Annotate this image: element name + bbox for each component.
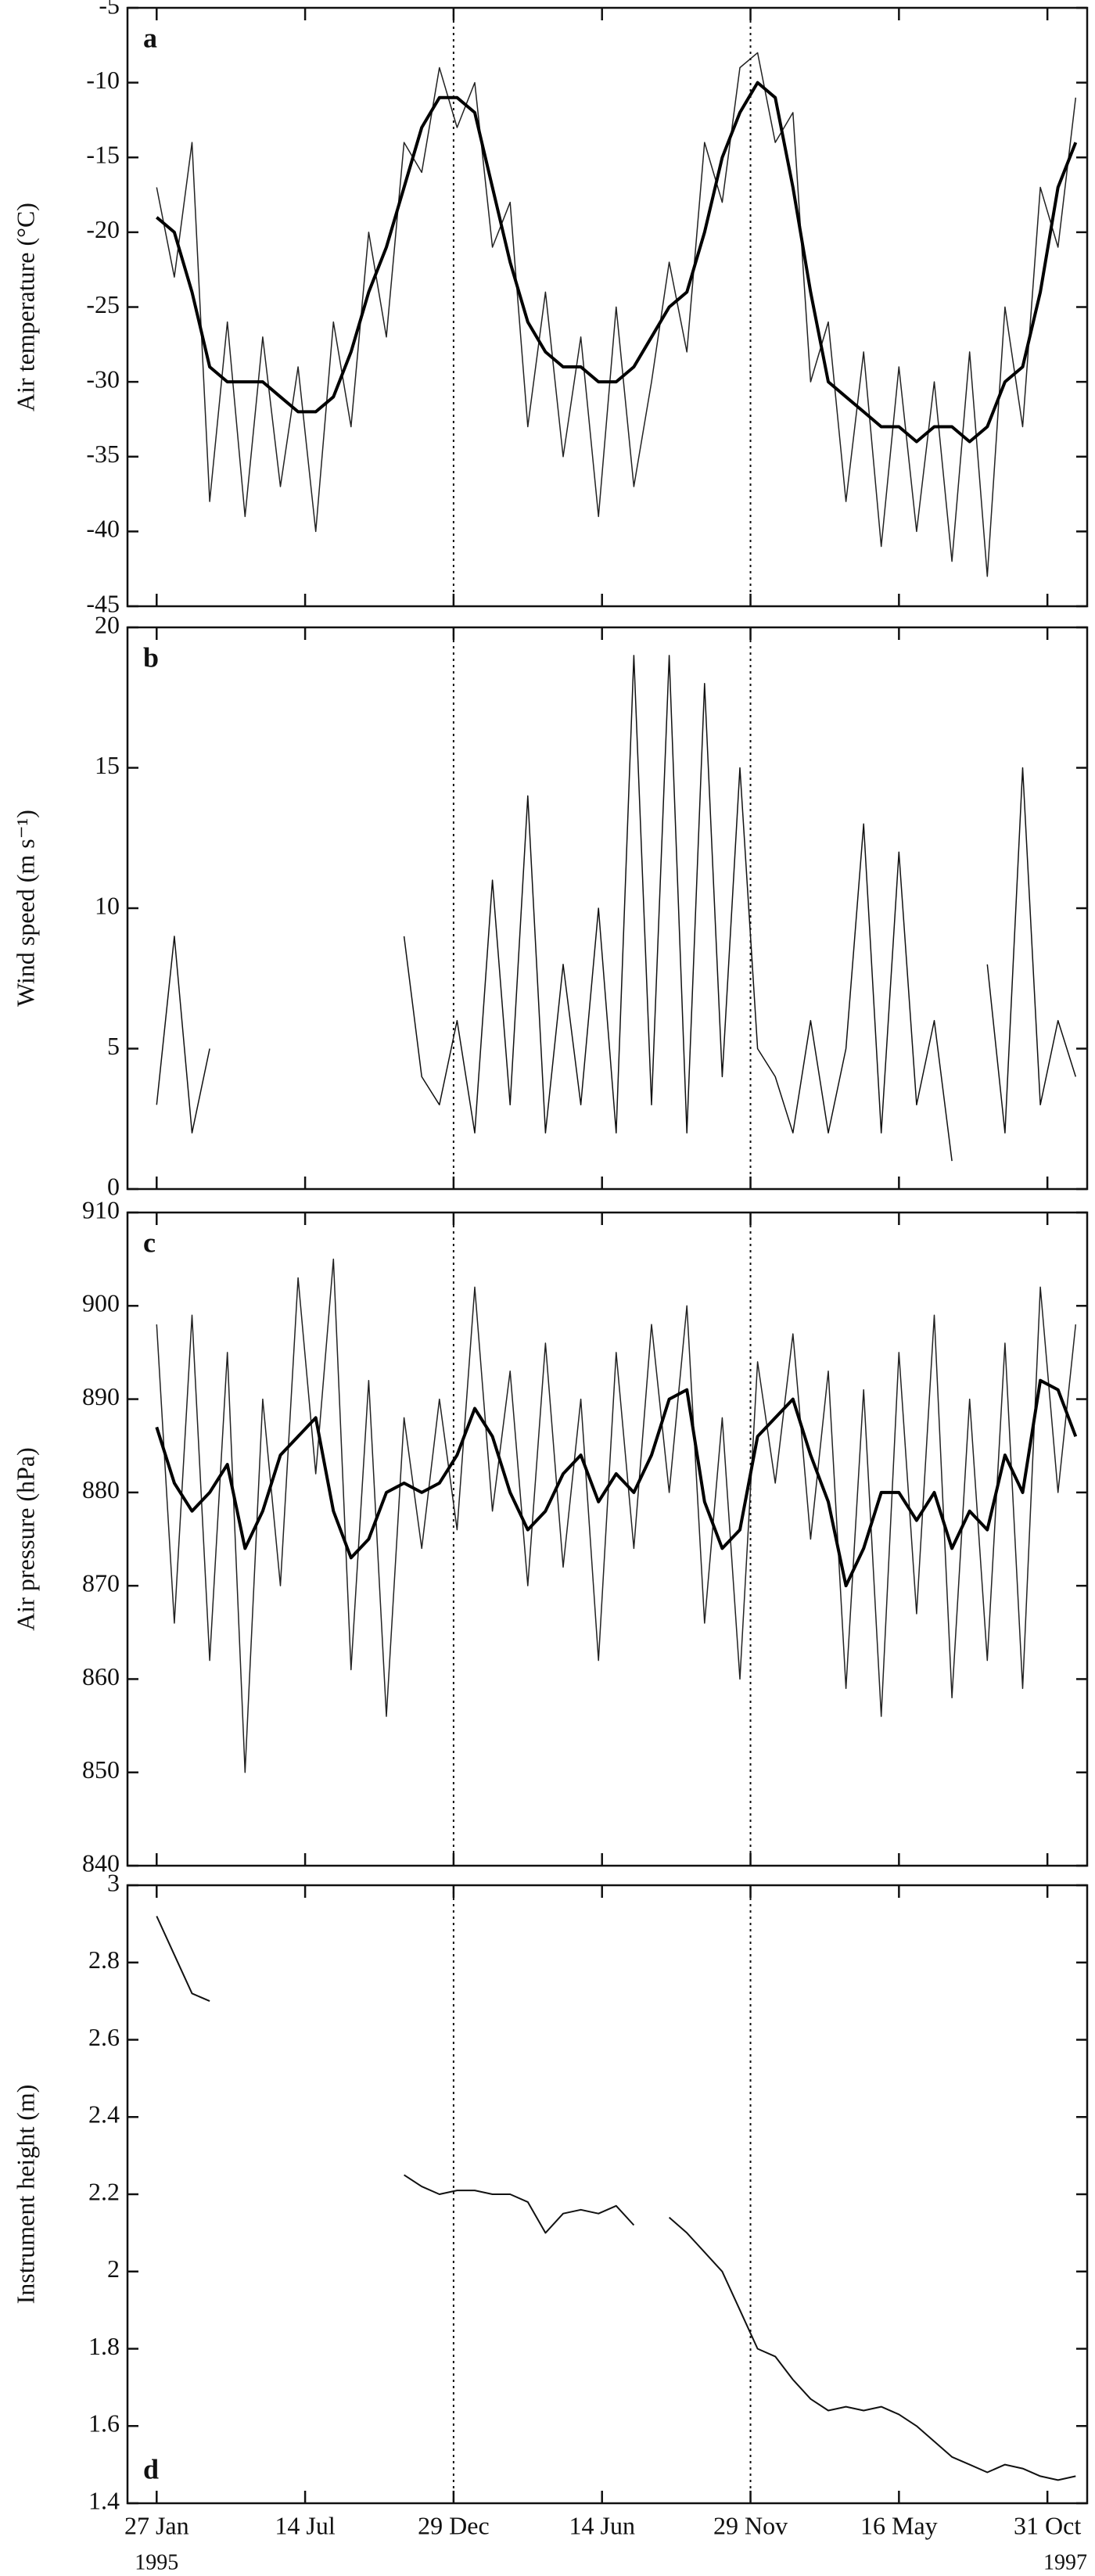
plot-frame [126,1211,1089,1867]
y-tick-label: 910 [82,1195,120,1223]
y-tick-label: -5 [99,0,120,19]
y-tick-label: 15 [95,751,120,779]
data-line [155,1378,1078,1588]
y-tick-label: -15 [86,141,120,169]
x-tick-label: 14 Jul [275,2511,335,2539]
y-tick-label: 860 [82,1662,120,1690]
panel-label: c [143,1227,156,1258]
y-tick-label: -30 [86,365,120,393]
y-axis-label: Air pressure (hPa) [11,1447,39,1631]
panel-label: a [143,22,157,53]
y-tick-label: 1.8 [88,2332,120,2360]
x-tick-label: 14 Jun [569,2511,634,2539]
y-tick-label: 2 [107,2254,120,2283]
y-tick-label: 870 [82,1568,120,1597]
panel-label: d [143,2453,159,2484]
year-label: 1995 [135,2550,178,2574]
y-tick-label: -35 [86,440,120,468]
x-tick-label: 16 May [860,2511,938,2539]
data-line [156,52,1077,577]
y-tick-label: 890 [82,1382,120,1410]
data-line [156,81,1078,444]
y-tick-label: 2.8 [88,1945,120,1974]
y-tick-label: 850 [82,1755,120,1784]
year-label: 1997 [1043,2550,1087,2574]
x-tick-label: 29 Nov [713,2511,788,2539]
y-tick-label: -25 [86,290,120,318]
data-line [156,1258,1077,1773]
y-tick-label: 900 [82,1289,120,1317]
plot-frame [126,6,1089,608]
x-tick-label: 29 Dec [418,2511,490,2539]
x-tick-label: 31 Oct [1014,2511,1081,2539]
y-tick-label: 840 [82,1848,120,1877]
y-tick-label: -45 [86,589,120,617]
y-axis-label: Instrument height (m) [11,2085,39,2305]
y-tick-label: 3 [107,1868,120,1896]
y-tick-label: 10 [95,891,120,919]
y-tick-label: 2.6 [88,2023,120,2051]
y-axis-label: Wind speed (m s⁻¹) [11,810,39,1007]
panel-label: b [143,641,159,673]
y-tick-label: -10 [86,66,120,94]
data-line [156,655,1077,1162]
y-tick-label: 880 [82,1475,120,1504]
plot-frame [126,1884,1089,2505]
x-tick-label: 27 Jan [124,2511,189,2539]
y-tick-label: 1.4 [88,2486,120,2514]
data-line [156,1916,1076,2481]
y-tick-label: 5 [107,1032,120,1060]
y-tick-label: 20 [95,610,120,638]
y-tick-label: -40 [86,515,120,543]
y-axis-label: Air temperature (°C) [11,203,39,411]
y-tick-label: 2.4 [88,2100,120,2129]
y-tick-label: -20 [86,215,120,243]
plot-frame [126,626,1089,1191]
y-tick-label: 1.6 [88,2409,120,2438]
y-tick-label: 0 [107,1172,120,1200]
y-tick-label: 2.2 [88,2177,120,2205]
